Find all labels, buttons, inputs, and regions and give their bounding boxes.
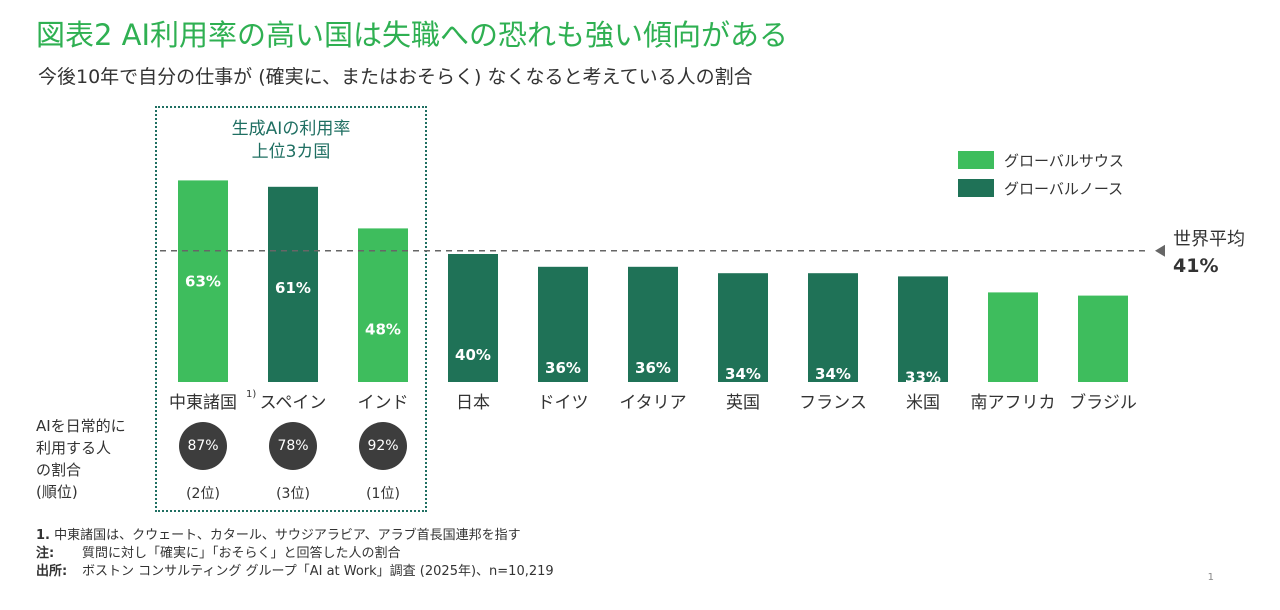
footnote-note-tag: 注:: [36, 546, 55, 561]
footnote-1: 1. 中東諸国は、クウェート、カタール、サウジアラビア、アラブ首長国連邦を指す: [36, 527, 554, 545]
page-subtitle: 今後10年で自分の仕事が (確実に、またはおそらく) なくなると考えている人の割…: [38, 66, 753, 88]
bar-6: [718, 273, 768, 382]
bar-9: [988, 292, 1038, 382]
category-label-2: インド: [358, 393, 409, 413]
category-label-5: イタリア: [619, 393, 686, 413]
legend-label-north: グローバルノース: [1004, 179, 1124, 198]
category-superscript-0: 1): [246, 389, 256, 400]
category-label-1: スペイン: [260, 393, 327, 413]
bar-value-label-10: 27%: [1085, 388, 1121, 406]
average-value: 41%: [1173, 255, 1219, 277]
category-label-4: ドイツ: [538, 393, 589, 413]
daily-use-circle-india: 92%: [359, 422, 407, 470]
category-label-3: 日本: [456, 393, 490, 413]
daily-use-circle-spain: 78%: [269, 422, 317, 470]
daily-use-rank-spain: (3位): [276, 486, 310, 502]
legend-item-south: グローバルサウス: [958, 146, 1124, 174]
footnote-source: 出所: ボストン コンサルティング グループ「AI at Work」調査 (202…: [36, 563, 554, 581]
bar-1: [268, 186, 318, 382]
average-annotation: 世界平均 41%: [1173, 227, 1245, 279]
category-label-10: ブラジル: [1069, 392, 1137, 413]
category-label-7: フランス: [799, 393, 867, 413]
bar-3: [448, 254, 498, 382]
daily-use-rank-india: (1位): [366, 486, 400, 502]
bar-value-label-1: 61%: [275, 279, 311, 297]
page-title: 図表2 AI利用率の高い国は失職への恐れも強い傾向がある: [36, 18, 789, 52]
bar-value-label-6: 34%: [725, 365, 761, 383]
daily-use-label-line4: (順位): [36, 483, 78, 501]
daily-use-label: AIを日常的に 利用する人 の割合 (順位): [36, 415, 126, 503]
top3-group-title: 生成AIの利用率 上位3カ国: [155, 118, 427, 164]
page-number: 1: [1207, 572, 1214, 583]
bar-value-label-4: 36%: [545, 359, 581, 377]
bar-value-label-2: 48%: [365, 320, 401, 338]
bar-5: [628, 266, 678, 382]
bar-value-label-5: 36%: [635, 359, 671, 377]
top3-group-box: [155, 106, 427, 512]
legend: グローバルサウス グローバルノース: [958, 146, 1124, 202]
category-label-8: 米国: [906, 393, 940, 413]
category-label-0: 中東諸国: [169, 393, 237, 413]
bar-7: [808, 273, 858, 382]
bar-value-label-3: 40%: [455, 346, 491, 364]
bar-value-label-7: 34%: [815, 365, 851, 383]
bar-8: [898, 276, 948, 382]
daily-use-circle-middle-east: 87%: [179, 422, 227, 470]
average-pointer-icon: [1155, 244, 1165, 257]
average-label: 世界平均: [1173, 229, 1245, 250]
legend-swatch-north: [958, 179, 994, 197]
bar-value-label-0: 63%: [185, 272, 221, 290]
bar-10: [1078, 295, 1128, 382]
footnote-note-text: 質問に対し「確実に」「おそらく」と回答した人の割合: [82, 546, 401, 561]
footnote-1-text: 中東諸国は、クウェート、カタール、サウジアラビア、アラブ首長国連邦を指す: [54, 528, 521, 543]
legend-label-south: グローバルサウス: [1004, 151, 1124, 170]
bar-2: [358, 228, 408, 382]
footnotes: 1. 中東諸国は、クウェート、カタール、サウジアラビア、アラブ首長国連邦を指す …: [36, 527, 554, 581]
daily-use-label-line3: の割合: [36, 461, 82, 479]
category-label-6: 英国: [726, 393, 760, 413]
bar-4: [538, 266, 588, 382]
top3-group-title-line2: 上位3カ国: [251, 142, 331, 162]
bar-value-label-9: 28%: [995, 384, 1031, 402]
daily-use-rank-middle-east: (2位): [186, 486, 220, 502]
footnote-source-text: ボストン コンサルティング グループ「AI at Work」調査 (2025年)…: [82, 564, 554, 579]
bar-value-label-8: 33%: [905, 368, 941, 386]
footnote-source-tag: 出所:: [36, 564, 68, 579]
legend-swatch-south: [958, 151, 994, 169]
footnote-note: 注: 質問に対し「確実に」「おそらく」と回答した人の割合: [36, 545, 554, 563]
legend-item-north: グローバルノース: [958, 174, 1124, 202]
daily-use-label-line1: AIを日常的に: [36, 417, 126, 435]
bar-0: [178, 180, 228, 382]
top3-group-title-line1: 生成AIの利用率: [231, 119, 351, 139]
daily-use-label-line2: 利用する人: [36, 439, 112, 457]
footnote-1-tag: 1.: [36, 528, 50, 543]
category-label-9: 南アフリカ: [971, 393, 1056, 413]
